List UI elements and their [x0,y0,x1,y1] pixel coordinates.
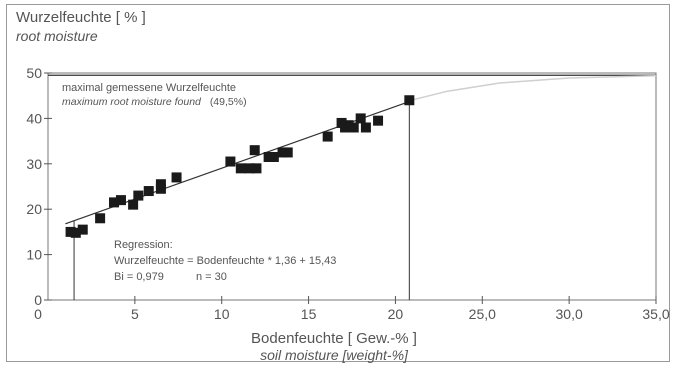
data-point-25 [348,122,359,133]
x-tick-label-origin: 0 [34,306,42,322]
regression-title: Regression: [114,239,173,251]
data-point-7 [133,190,144,201]
x-tick-label: 15 [301,306,317,322]
regression-stats: Bi = 0,979 [114,271,164,283]
data-point-0 [65,226,76,237]
y-axis-title: Wurzelfeuchte [ % ] [16,9,146,26]
data-point-6 [128,199,139,210]
saturation-curve [409,74,657,102]
x-axis-subtitle: soil moisture [weight-%] [260,347,409,363]
data-point-26 [355,113,366,124]
max-line-label-sub-text: maximum root moisture found [62,96,202,108]
y-tick-label: 50 [26,65,42,81]
data-point-20 [282,147,293,158]
plot-border [47,72,657,301]
data-point-1 [70,227,81,238]
data-point-8 [143,186,154,197]
y-tick-label: 30 [26,156,42,172]
x-tick-label: 20 [388,306,404,322]
data-point-28 [373,115,384,126]
data-point-21 [322,131,333,142]
data-point-3 [95,213,106,224]
max-line-value: (49,5%) [210,96,247,108]
data-point-27 [360,122,371,133]
x-tick-label: 25,0 [469,306,496,322]
data-point-17 [263,151,274,162]
max-line-label-sub: maximum root moisture found (49,5%) [62,96,247,108]
data-point-24 [343,120,354,131]
data-point-5 [115,195,126,206]
data-point-2 [77,224,88,235]
data-point-11 [171,172,182,183]
data-point-29 [404,95,415,106]
data-point-18 [268,151,279,162]
x-tick-label: 30,0 [556,306,583,322]
y-tick-label: 20 [26,201,42,217]
x-tick-label: 5 [131,306,139,322]
chart-frame [6,4,670,362]
data-point-14 [244,163,255,174]
data-point-12 [225,156,236,167]
x-tick-label: 10 [214,306,230,322]
max-line-label: maximal gemessene Wurzelfeuchte [62,82,236,94]
data-point-16 [249,145,260,156]
regression-equation: Wurzelfeuchte = Bodenfeuchte * 1,36 + 15… [114,255,336,267]
x-axis-title: Bodenfeuchte [ Gew.-% ] [251,330,417,347]
y-tick-label: 0 [34,292,42,308]
data-point-15 [251,163,262,174]
regression-n: n = 30 [196,271,227,283]
data-point-19 [277,147,288,158]
y-tick-label: 40 [26,110,42,126]
plot-area: 0 10 20 30 40 50 5 10 15 20 25,0 30,0 35,0 0 [26,65,669,322]
data-point-13 [235,163,246,174]
x-tick-label: 35,0 [642,306,669,322]
y-tick-label: 10 [26,247,42,263]
data-point-10 [155,179,166,190]
data-point-4 [109,197,120,208]
y-axis-subtitle: root moisture [16,28,98,44]
